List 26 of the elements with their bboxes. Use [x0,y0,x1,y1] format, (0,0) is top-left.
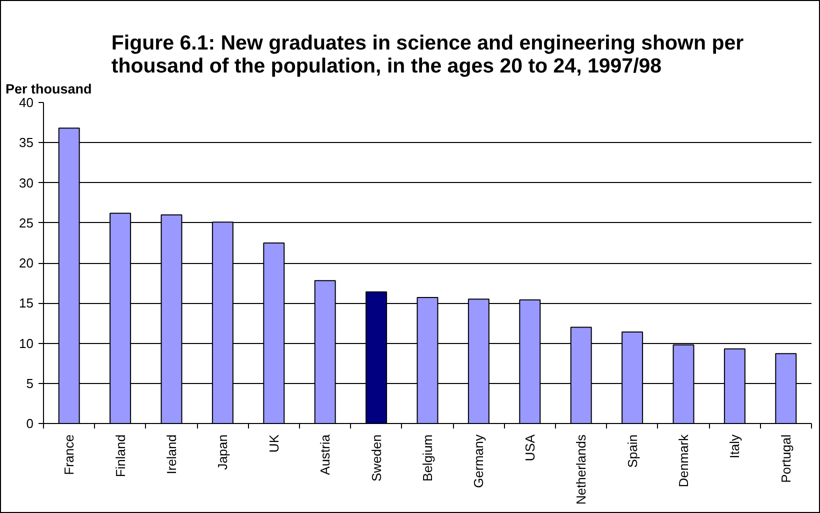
chart-title: Figure 6.1: New graduates in science and engineering shown per thousand of the population, in the ages 20 to 24, 1997/98 [111,32,744,78]
x-tick-label: Portugal [778,434,794,483]
x-tick-label: Germany [471,434,486,488]
y-tick-label: 30 [19,175,34,190]
y-tick-label: 5 [26,376,34,391]
y-tick-label: 25 [19,215,34,230]
y-tick-label: 35 [19,135,34,150]
y-tick-label: 40 [19,95,34,110]
x-tick-label: Finland [112,434,128,478]
x-tick-label: Ireland [164,434,179,474]
y-axis-title: Per thousand [6,82,92,96]
x-tick-label: Spain [624,434,640,468]
x-tick-label: USA [522,434,538,462]
x-tick-label: Belgium [420,434,435,482]
y-tick-label: 10 [19,336,34,351]
x-tick-label: UK [266,434,282,453]
x-tick-label: France [62,434,77,475]
x-tick-label: Italy [727,434,742,458]
x-tick-label: Japan [215,434,230,470]
x-tick-label: Sweden [368,434,384,482]
y-tick-label: 20 [19,256,34,270]
x-tick-label: Austria [318,434,333,475]
x-tick-label: Netherlands [574,434,589,505]
x-tick-label: Denmark [676,434,691,488]
y-tick-label: 0 [26,416,34,431]
y-tick-label: 15 [19,296,34,311]
